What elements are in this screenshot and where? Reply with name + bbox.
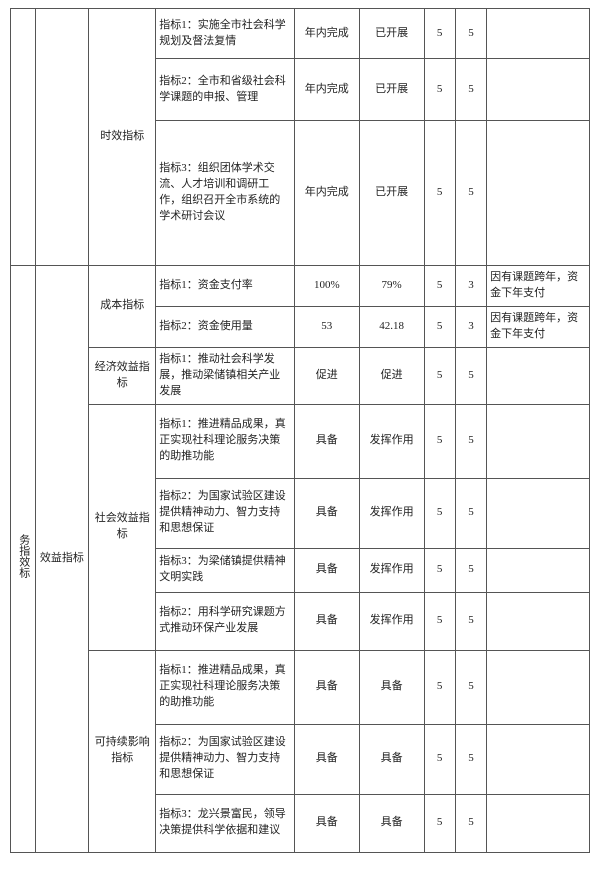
cell-weight: 5 [424, 121, 455, 266]
cell-score: 5 [455, 592, 486, 650]
cell-score: 5 [455, 9, 486, 59]
cell-score: 5 [455, 794, 486, 852]
cell-name: 指标2：为国家试验区建设提供精神动力、智力支持和思想保证 [156, 478, 295, 548]
cell-score: 5 [455, 478, 486, 548]
cell-weight: 5 [424, 404, 455, 478]
cell-actual: 发挥作用 [359, 478, 424, 548]
cell-name: 指标1：推动社会科学发展，推动梁储镇相关产业发展 [156, 347, 295, 404]
cell-name: 指标2：为国家试验区建设提供精神动力、智力支持和思想保证 [156, 724, 295, 794]
cell-name: 指标3：组织团体学术交流、人才培训和调研工作，组织召开全市系统的学术研讨会议 [156, 121, 295, 266]
cell-actual: 42.18 [359, 306, 424, 347]
group-social: 社会效益指标 [89, 404, 156, 650]
cell-score: 3 [455, 266, 486, 307]
cell-actual: 已开展 [359, 9, 424, 59]
cell-name: 指标1：实施全市社会科学规划及督法复情 [156, 9, 295, 59]
cell-score: 5 [455, 548, 486, 592]
cell-name: 指标2：用科学研究课题方式推动环保产业发展 [156, 592, 295, 650]
root-label-text: 务指效标 [15, 534, 31, 578]
cell-target: 100% [294, 266, 359, 307]
cell-score: 5 [455, 404, 486, 478]
group-sustain: 可持续影响指标 [89, 650, 156, 852]
cell-weight: 5 [424, 347, 455, 404]
cell-actual: 发挥作用 [359, 548, 424, 592]
col1-top [35, 9, 89, 266]
cell-actual: 发挥作用 [359, 404, 424, 478]
cell-name: 指标2：全市和省级社会科学课题的申报、管理 [156, 59, 295, 121]
cell-name: 指标1：推进精品成果，真正实现社科理论服务决策的助推功能 [156, 404, 295, 478]
cell-note [487, 794, 590, 852]
cell-score: 5 [455, 59, 486, 121]
cell-score: 5 [455, 347, 486, 404]
cell-actual: 促进 [359, 347, 424, 404]
cell-name: 指标2：资金使用量 [156, 306, 295, 347]
cell-weight: 5 [424, 650, 455, 724]
cell-score: 5 [455, 724, 486, 794]
cell-target: 年内完成 [294, 9, 359, 59]
cell-target: 促进 [294, 347, 359, 404]
cell-score: 3 [455, 306, 486, 347]
group-econ: 经济效益指标 [89, 347, 156, 404]
cell-target: 具备 [294, 794, 359, 852]
cell-weight: 5 [424, 9, 455, 59]
cell-note [487, 592, 590, 650]
cell-note [487, 404, 590, 478]
cell-note [487, 478, 590, 548]
cell-weight: 5 [424, 794, 455, 852]
cell-weight: 5 [424, 592, 455, 650]
group-effect: 效益指标 [35, 266, 89, 853]
cell-target: 具备 [294, 548, 359, 592]
cell-name: 指标1：推进精品成果，真正实现社科理论服务决策的助推功能 [156, 650, 295, 724]
indicator-table: 时效指标 指标1：实施全市社会科学规划及督法复情 年内完成 已开展 5 5 指标… [10, 8, 590, 853]
cell-note [487, 347, 590, 404]
cell-target: 具备 [294, 724, 359, 794]
cell-actual: 79% [359, 266, 424, 307]
cell-weight: 5 [424, 724, 455, 794]
cell-actual: 具备 [359, 794, 424, 852]
cell-note [487, 121, 590, 266]
cell-note [487, 548, 590, 592]
cell-target: 具备 [294, 404, 359, 478]
cell-target: 具备 [294, 592, 359, 650]
root-top [11, 9, 36, 266]
cell-name: 指标3：为梁储镇提供精神文明实践 [156, 548, 295, 592]
cell-weight: 5 [424, 306, 455, 347]
cell-weight: 5 [424, 266, 455, 307]
cell-name: 指标1：资金支付率 [156, 266, 295, 307]
cell-actual: 具备 [359, 724, 424, 794]
cell-score: 5 [455, 650, 486, 724]
cell-actual: 已开展 [359, 121, 424, 266]
cell-target: 具备 [294, 650, 359, 724]
group-time: 时效指标 [89, 9, 156, 266]
cell-note: 因有课题跨年，资金下年支付 [487, 266, 590, 307]
cell-target: 53 [294, 306, 359, 347]
cell-target: 年内完成 [294, 59, 359, 121]
cell-note [487, 59, 590, 121]
cell-score: 5 [455, 121, 486, 266]
cell-weight: 5 [424, 548, 455, 592]
cell-actual: 具备 [359, 650, 424, 724]
cell-actual: 发挥作用 [359, 592, 424, 650]
cell-note [487, 650, 590, 724]
cell-note [487, 9, 590, 59]
cell-name: 指标3：龙兴景富民，领导决策提供科学依据和建议 [156, 794, 295, 852]
root-label: 务指效标 [11, 266, 36, 853]
cell-note [487, 724, 590, 794]
cell-target: 具备 [294, 478, 359, 548]
cell-weight: 5 [424, 59, 455, 121]
cell-weight: 5 [424, 478, 455, 548]
page: 时效指标 指标1：实施全市社会科学规划及督法复情 年内完成 已开展 5 5 指标… [0, 0, 600, 895]
cell-actual: 已开展 [359, 59, 424, 121]
group-cost: 成本指标 [89, 266, 156, 348]
cell-target: 年内完成 [294, 121, 359, 266]
cell-note: 因有课题跨年，资金下年支付 [487, 306, 590, 347]
